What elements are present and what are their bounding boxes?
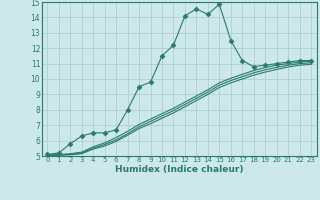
- X-axis label: Humidex (Indice chaleur): Humidex (Indice chaleur): [115, 165, 244, 174]
